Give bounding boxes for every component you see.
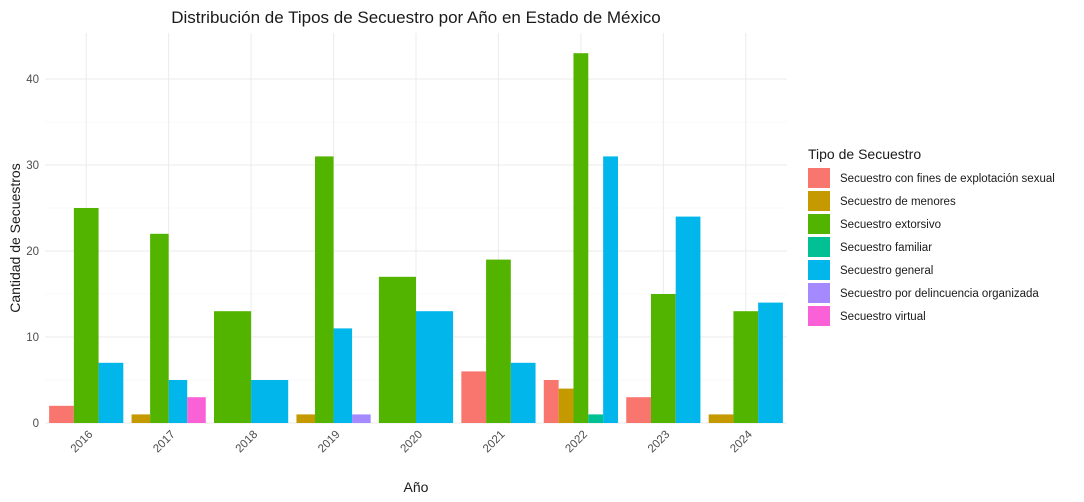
bar xyxy=(543,380,559,423)
y-tick-label: 10 xyxy=(26,332,39,344)
bar xyxy=(49,405,74,423)
bar xyxy=(708,414,734,423)
bars xyxy=(49,53,783,423)
bar xyxy=(352,414,371,423)
legend-swatch xyxy=(808,214,830,234)
y-axis-label: Cantidad de Secuestros xyxy=(7,163,23,312)
x-tick-label: 2024 xyxy=(728,428,755,455)
legend-label: Secuestro familiar xyxy=(840,242,932,254)
y-tick-label: 0 xyxy=(33,418,39,430)
legend-label: Secuestro extorsivo xyxy=(840,219,941,231)
bar xyxy=(378,276,416,423)
legend-swatch xyxy=(808,237,830,257)
legend-label: Secuestro con fines de explotación sexua… xyxy=(840,173,1055,185)
x-tick-label: 2017 xyxy=(151,429,178,456)
bar xyxy=(461,371,487,423)
bar xyxy=(296,414,316,423)
legend-swatch xyxy=(808,191,830,211)
legend-title: Tipo de Secuestro xyxy=(808,146,921,162)
bar xyxy=(603,156,618,423)
legend-swatch xyxy=(808,283,830,303)
x-tick-label: 2023 xyxy=(646,429,673,456)
x-tick-label: 2018 xyxy=(234,429,261,456)
legend-swatch xyxy=(808,168,830,188)
bar xyxy=(251,380,289,423)
x-tick-label: 2016 xyxy=(69,429,96,456)
y-tick-label: 40 xyxy=(26,74,39,86)
bar xyxy=(187,397,206,423)
bar xyxy=(558,388,574,423)
bar xyxy=(758,302,783,423)
legend: Tipo de Secuestro Secuestro con fines de… xyxy=(808,146,1055,326)
bar xyxy=(98,362,124,423)
bar xyxy=(675,216,701,423)
x-axis-ticks: 2016 2017 2018 2019 2020 2021 2022 2023 2024 xyxy=(69,428,756,455)
bar xyxy=(73,208,99,423)
bar xyxy=(333,328,353,423)
bar xyxy=(733,311,759,423)
legend-swatch xyxy=(808,260,830,280)
legend-label: Secuestro por delincuencia organizada xyxy=(840,288,1039,300)
legend-label: Secuestro virtual xyxy=(840,311,926,323)
bar xyxy=(416,311,454,423)
chart-title: Distribución de Tipos de Secuestro por A… xyxy=(171,8,661,27)
legend-label: Secuestro de menores xyxy=(840,196,956,208)
x-tick-label: 2022 xyxy=(563,429,590,456)
bar xyxy=(486,259,511,423)
x-tick-label: 2019 xyxy=(316,429,343,456)
x-tick-label: 2020 xyxy=(399,429,426,456)
bar xyxy=(315,156,334,423)
bar xyxy=(650,294,676,423)
x-axis-label: Año xyxy=(404,479,429,495)
bar xyxy=(510,362,536,423)
x-tick-label: 2021 xyxy=(481,429,508,456)
y-axis-ticks: 0 10 20 30 40 xyxy=(26,74,39,430)
bar xyxy=(214,311,252,423)
y-tick-label: 30 xyxy=(26,160,39,172)
bar xyxy=(168,380,188,423)
legend-label: Secuestro general xyxy=(840,265,933,277)
bar xyxy=(626,397,651,423)
y-tick-label: 20 xyxy=(26,246,39,258)
bar xyxy=(131,414,151,423)
bar xyxy=(573,53,589,423)
bar xyxy=(588,414,604,423)
bar xyxy=(150,233,169,423)
legend-swatch xyxy=(808,306,830,326)
